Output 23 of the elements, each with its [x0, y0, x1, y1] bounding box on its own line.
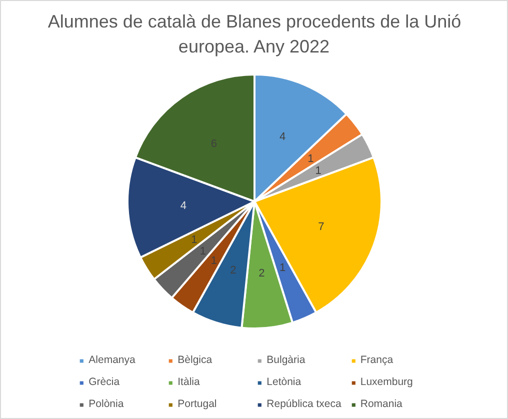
- legend-label: França: [360, 353, 394, 367]
- legend-label: Bèlgica: [178, 353, 214, 367]
- legend-label: República txeca: [266, 397, 342, 411]
- legend-label: Portugal: [178, 397, 218, 411]
- legend-label: Bulgària: [266, 353, 306, 367]
- legend-label: Grècia: [88, 375, 121, 389]
- data-label: 2: [258, 267, 265, 280]
- data-label: 4: [180, 200, 187, 212]
- data-label: 2: [230, 264, 236, 276]
- data-label: 1: [308, 152, 314, 165]
- legend-label: Itàlia: [178, 375, 201, 389]
- legend-label: Alemanya: [88, 353, 136, 367]
- chart-title: Alumnes de català de Blanes procedents de la Unió europea. Any 2022: [48, 12, 462, 56]
- legend-label: Luxemburg: [360, 375, 414, 389]
- data-label: 1: [315, 165, 322, 178]
- data-label: 1: [191, 234, 198, 246]
- data-label: 7: [318, 221, 324, 234]
- data-label: 4: [279, 131, 286, 144]
- data-label: 1: [279, 262, 286, 274]
- legend-label: Polònia: [88, 397, 125, 411]
- legend-label: Romania: [360, 397, 404, 411]
- legend-label: Letònia: [266, 375, 302, 389]
- data-label: 1: [210, 254, 217, 267]
